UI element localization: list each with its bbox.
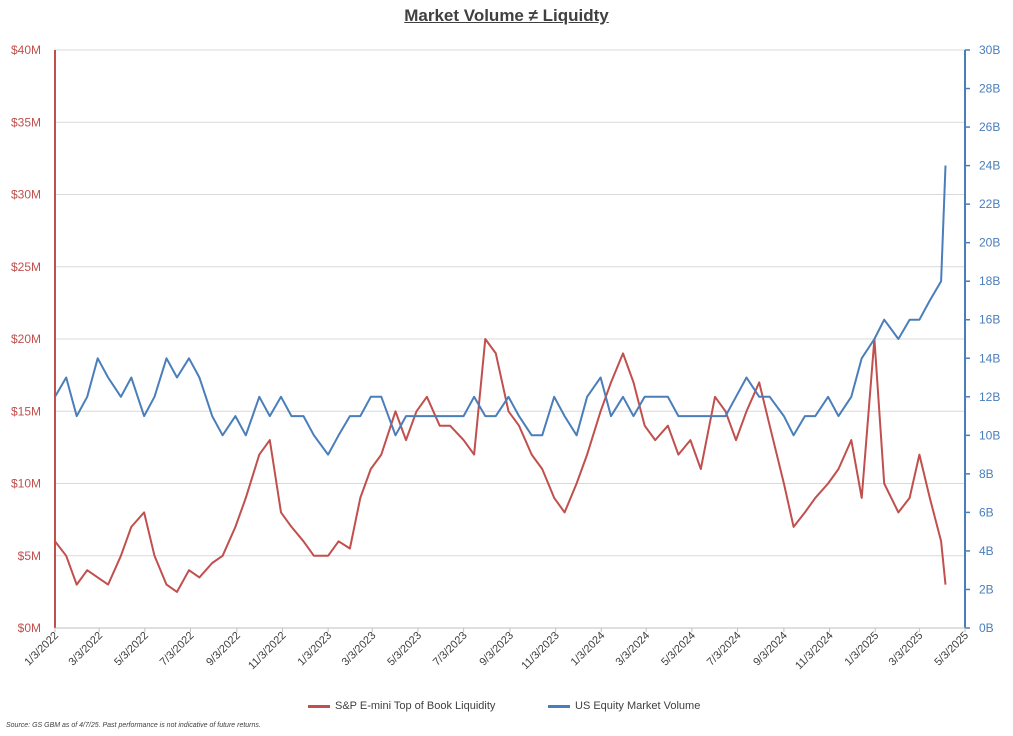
y-right-tick-label: 12B [979,390,1000,404]
series-layer [54,165,947,593]
legend-swatch-volume [548,704,570,708]
y-right-tick-label: 16B [979,313,1000,327]
x-tick-label: 7/3/2023 [431,630,470,669]
y-left-tick-label: $40M [11,43,41,57]
legend-label-volume: US Equity Market Volume [575,700,701,712]
x-tick-label: 5/3/2023 [385,630,424,669]
x-tick-label: 11/3/2023 [519,630,562,673]
x-tick-label: 3/3/2025 [887,630,926,669]
y-right-tick-label: 28B [979,82,1000,96]
y-right-tick-label: 18B [979,274,1000,288]
x-tick-label: 1/3/2022 [22,630,61,669]
legend-item-liquidity: S&P E-mini Top of Book Liquidity [308,700,495,712]
y-left-tick-label: $35M [11,115,41,129]
series-line-volume [54,165,947,456]
x-tick-label: 9/3/2022 [204,630,243,669]
y-left-tick-label: $20M [11,332,41,346]
y-right-tick-label: 24B [979,159,1000,173]
y-left-tick-label: $0M [18,621,41,635]
x-tick-label: 5/3/2022 [112,630,151,669]
x-tick-label: 3/3/2023 [340,630,379,669]
axes [54,49,970,632]
x-tick-label: 5/3/2025 [932,630,971,669]
x-tick-label: 7/3/2024 [705,630,744,669]
x-tick-label: 1/3/2024 [569,630,608,669]
source-note: Source: GS GBM as of 4/7/25. Past perfor… [6,722,261,729]
x-tick-label: 11/3/2022 [246,630,289,673]
x-tick-label: 7/3/2022 [158,630,197,669]
y-left-tick-label: $25M [11,260,41,274]
x-tick-label: 1/3/2023 [296,630,335,669]
y-right-tick-label: 0B [979,621,994,635]
x-tick-label: 5/3/2024 [659,630,698,669]
gridlines [55,49,965,629]
legend-item-volume: US Equity Market Volume [548,700,700,712]
y-left-tick-label: $30M [11,188,41,202]
y-right-tick-label: 2B [979,582,994,596]
y-right-tick-label: 26B [979,120,1000,134]
y-right-tick-label: 10B [979,428,1000,442]
x-tick-label: 3/3/2024 [614,630,653,669]
y-right-tick-label: 8B [979,467,994,481]
tick-labels: $0M $5M $10M $15M $20M $25M $30M $35M $40M 0B 2B 4B… [11,43,1000,672]
y-right-tick-label: 4B [979,544,994,558]
y-left-tick-label: $15M [11,404,41,418]
y-right-tick-label: 20B [979,236,1000,250]
y-right-tick-label: 30B [979,43,1000,57]
y-left-tick-label: $5M [18,549,41,563]
x-tick-label: 11/3/2024 [793,630,836,673]
y-right-tick-label: 6B [979,505,994,519]
y-left-tick-label: $10M [11,477,41,491]
legend-swatch-liquidity [308,704,330,708]
x-tick-label: 9/3/2024 [751,630,790,669]
legend-label-liquidity: S&P E-mini Top of Book Liquidity [335,700,496,712]
chart-title: Market Volume ≠ Liquidty [404,6,609,25]
x-tick-label: 1/3/2025 [843,630,882,669]
series-line-liquidity [54,338,947,593]
x-tick-label: 3/3/2022 [67,630,106,669]
x-tick-label: 9/3/2023 [477,630,516,669]
y-right-tick-label: 14B [979,351,1000,365]
y-right-tick-label: 22B [979,197,1000,211]
